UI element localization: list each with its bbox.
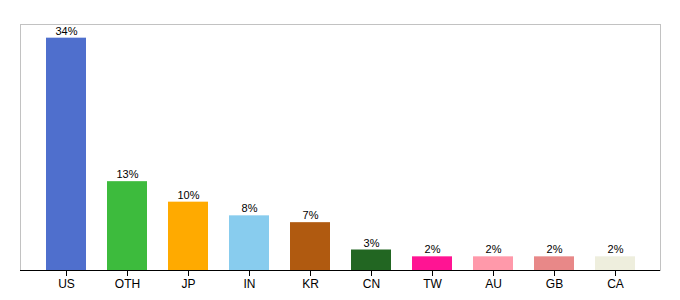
svg-text:CA: CA xyxy=(607,277,624,291)
svg-text:GB: GB xyxy=(546,277,563,291)
svg-text:KR: KR xyxy=(302,277,319,291)
svg-text:2%: 2% xyxy=(425,243,441,255)
svg-text:CN: CN xyxy=(363,277,380,291)
svg-text:2%: 2% xyxy=(608,243,624,255)
svg-text:8%: 8% xyxy=(242,202,258,214)
svg-text:7%: 7% xyxy=(303,209,319,221)
svg-text:13%: 13% xyxy=(116,168,138,180)
svg-text:2%: 2% xyxy=(547,243,563,255)
svg-text:AU: AU xyxy=(485,277,502,291)
svg-text:US: US xyxy=(58,277,75,291)
svg-text:JP: JP xyxy=(181,277,195,291)
svg-text:OTH: OTH xyxy=(115,277,140,291)
svg-text:IN: IN xyxy=(244,277,256,291)
svg-text:34%: 34% xyxy=(55,25,77,37)
svg-text:10%: 10% xyxy=(177,189,199,201)
svg-text:2%: 2% xyxy=(486,243,502,255)
svg-text:3%: 3% xyxy=(364,237,380,249)
svg-text:TW: TW xyxy=(423,277,442,291)
